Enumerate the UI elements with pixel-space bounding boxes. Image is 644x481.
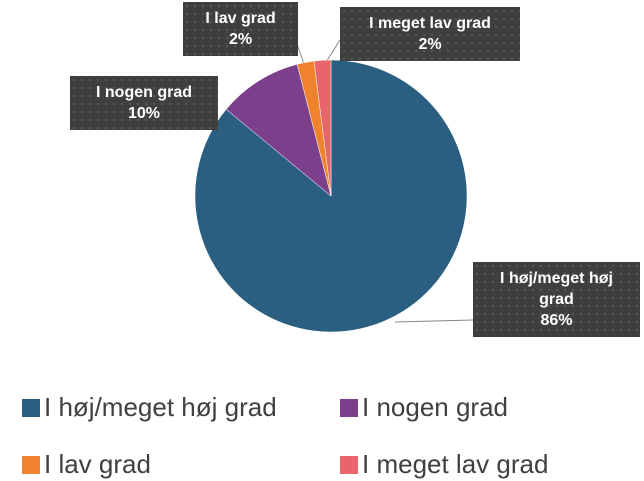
legend-label: I meget lav grad	[362, 449, 549, 479]
leader-line	[296, 43, 305, 65]
data-label-value: 10%	[127, 105, 161, 122]
legend-label: I høj/meget høj grad	[44, 392, 277, 422]
legend-item: I nogen grad	[340, 392, 508, 423]
pie-slice	[313, 59, 332, 197]
legend-swatch	[340, 398, 358, 417]
legend-item: I høj/meget høj grad	[22, 392, 277, 423]
data-label-category: I nogen grad	[96, 84, 192, 101]
data-label-value: 86%	[540, 312, 573, 329]
data-label-value: 2%	[418, 36, 442, 53]
legend-swatch	[22, 398, 40, 417]
data-label: I lav grad 2%	[183, 2, 298, 56]
data-label: I meget lav grad 2%	[340, 7, 520, 61]
legend-swatch	[22, 455, 40, 474]
data-label-value: 2%	[228, 31, 253, 48]
legend-label: I lav grad	[44, 449, 151, 479]
pie-slice	[225, 63, 332, 197]
data-label: I nogen grad 10%	[70, 76, 218, 130]
leader-line	[394, 319, 474, 323]
legend-label: I nogen grad	[362, 392, 509, 422]
legend-item: I lav grad	[22, 449, 151, 480]
data-label-category: I meget lav grad	[369, 15, 491, 32]
leader-line	[325, 39, 341, 63]
data-label: I høj/meget høj grad 86%	[473, 262, 640, 337]
data-label-category: I høj/meget høj grad	[500, 270, 613, 308]
legend-swatch	[340, 455, 358, 474]
legend-item: I meget lav grad	[340, 449, 548, 480]
data-label-category: I lav grad	[205, 10, 276, 27]
